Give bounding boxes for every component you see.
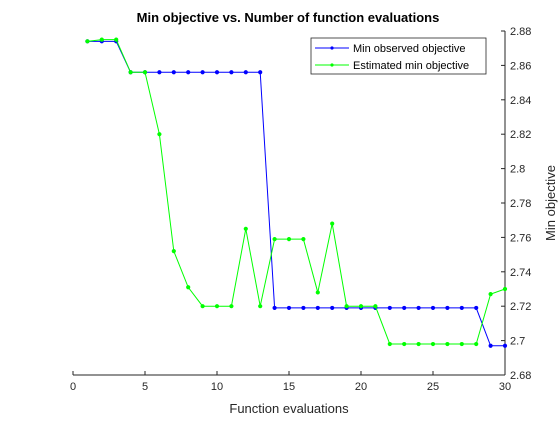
data-point	[474, 305, 479, 311]
y-tick-label: 2.82	[510, 129, 531, 141]
data-point	[258, 304, 263, 309]
x-tick-label: 0	[70, 381, 76, 393]
legend-label: Estimated min objective	[353, 60, 469, 72]
x-tick-label: 15	[283, 381, 295, 393]
data-point	[430, 305, 436, 311]
legend-marker	[330, 63, 334, 67]
data-point	[243, 226, 248, 231]
data-point	[142, 70, 148, 75]
y-tick-label: 2.88	[510, 26, 531, 38]
x-tick-label: 10	[211, 381, 223, 393]
legend-marker	[330, 46, 334, 50]
y-tick-label: 2.72	[510, 301, 531, 313]
series-line	[87, 39, 506, 345]
data-point	[315, 290, 320, 295]
axes: 0 5 10 15 20 25 302.68 2.7 2.72 2.74 2.76 2.78 2.8 2.…	[70, 26, 531, 393]
data-point	[258, 70, 263, 75]
data-point	[416, 341, 421, 347]
data-point	[114, 37, 119, 42]
data-point	[200, 304, 205, 309]
data-point	[272, 237, 277, 242]
data-point	[502, 343, 508, 348]
data-point	[402, 305, 407, 311]
x-tick-label: 30	[499, 381, 511, 393]
data-point	[387, 341, 392, 347]
x-tick-label: 20	[355, 381, 367, 393]
legend: Min observed objective Estimated min obje…	[310, 37, 487, 75]
y-axis-label: Min objective	[543, 165, 558, 241]
x-tick-label: 25	[427, 381, 439, 393]
data-point	[157, 70, 162, 75]
legend-entry: Estimated min objective	[315, 60, 469, 72]
y-tick-label: 2.84	[510, 95, 531, 107]
data-point	[430, 341, 436, 347]
y-tick-label: 2.76	[510, 232, 531, 244]
data-point	[330, 221, 335, 226]
data-point	[128, 70, 133, 75]
data-point	[445, 305, 450, 311]
data-point	[229, 304, 234, 309]
data-point	[502, 286, 508, 292]
legend-box	[310, 37, 487, 75]
data-point	[402, 341, 407, 347]
data-point	[286, 237, 292, 242]
data-point	[171, 70, 176, 75]
series-layer	[85, 37, 508, 348]
series-2	[85, 37, 508, 347]
data-point	[387, 305, 392, 311]
data-point	[301, 305, 306, 311]
data-point	[214, 70, 220, 75]
chart-title: Min objective vs. Number of function eva…	[137, 10, 440, 25]
y-tick-label: 2.78	[510, 198, 531, 210]
data-point	[99, 37, 104, 42]
x-axis-label: Function evaluations	[229, 401, 349, 416]
data-point	[459, 341, 464, 347]
data-point	[157, 132, 162, 137]
y-tick-label: 2.74	[510, 267, 531, 279]
data-point	[488, 292, 493, 297]
data-point	[488, 343, 493, 348]
data-point	[358, 304, 364, 309]
y-tick-label: 2.7	[510, 336, 525, 348]
data-point	[214, 304, 220, 309]
data-point	[200, 70, 205, 75]
legend-label: Min observed objective	[353, 43, 466, 55]
data-point	[330, 305, 335, 311]
legend-entry: Min observed objective	[315, 43, 466, 55]
data-point	[373, 304, 378, 309]
y-tick-label: 2.68	[510, 370, 531, 382]
data-point	[474, 341, 479, 347]
data-point	[272, 305, 277, 311]
data-point	[301, 237, 306, 242]
x-tick-label: 5	[142, 381, 148, 393]
data-point	[186, 70, 191, 75]
data-point	[243, 70, 248, 75]
data-point	[186, 285, 191, 290]
data-point	[229, 70, 234, 75]
series-line	[87, 40, 505, 347]
data-point	[171, 249, 176, 254]
data-point	[459, 305, 464, 311]
data-point	[85, 39, 90, 44]
data-point	[286, 305, 292, 311]
data-point	[445, 341, 450, 347]
data-point	[416, 305, 421, 311]
data-point	[344, 304, 349, 309]
y-tick-label: 2.8	[510, 164, 525, 176]
plot-area	[73, 31, 505, 375]
data-point	[315, 305, 320, 311]
y-tick-label: 2.86	[510, 60, 531, 72]
